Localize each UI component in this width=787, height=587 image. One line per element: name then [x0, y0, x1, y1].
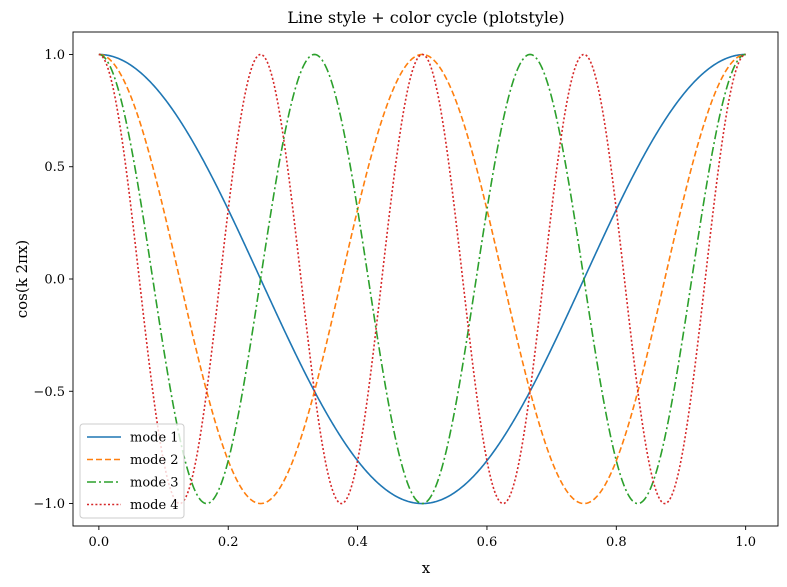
x-axis: 0.0 0.2 0.4 0.6 0.8 1.0	[89, 526, 756, 550]
y-tick-label: −0.5	[33, 385, 65, 400]
y-tick-label: 0.5	[44, 160, 65, 175]
legend-label-mode-1: mode 1	[130, 431, 179, 446]
legend-frame	[79, 423, 185, 519]
x-tick-label: 0.4	[347, 535, 368, 550]
y-tick-label: 1.0	[44, 48, 65, 63]
x-axis-label: x	[422, 559, 431, 577]
y-tick-label: 0.0	[44, 273, 65, 288]
series-line-mode-3	[98, 53, 746, 505]
series-layer	[98, 53, 746, 505]
legend-label-mode-3: mode 3	[130, 476, 179, 491]
y-axis: 1.0 0.5 0.0 −0.5 −1.0	[33, 48, 73, 512]
x-tick-label: 0.0	[89, 535, 110, 550]
y-axis-label: cos(k 2πx)	[13, 240, 31, 319]
legend-label-mode-4: mode 4	[130, 498, 179, 513]
x-tick-label: 0.6	[477, 535, 498, 550]
chart-title: Line style + color cycle (plotstyle)	[287, 8, 564, 27]
x-tick-label: 1.0	[735, 535, 756, 550]
legend-label-mode-2: mode 2	[130, 453, 179, 468]
y-tick-label: −1.0	[33, 497, 65, 512]
x-tick-label: 0.8	[606, 535, 627, 550]
legend: mode 1 mode 2 mode 3 mode 4	[79, 423, 185, 519]
x-tick-label: 0.2	[218, 535, 239, 550]
series-line-mode-4	[98, 53, 746, 505]
